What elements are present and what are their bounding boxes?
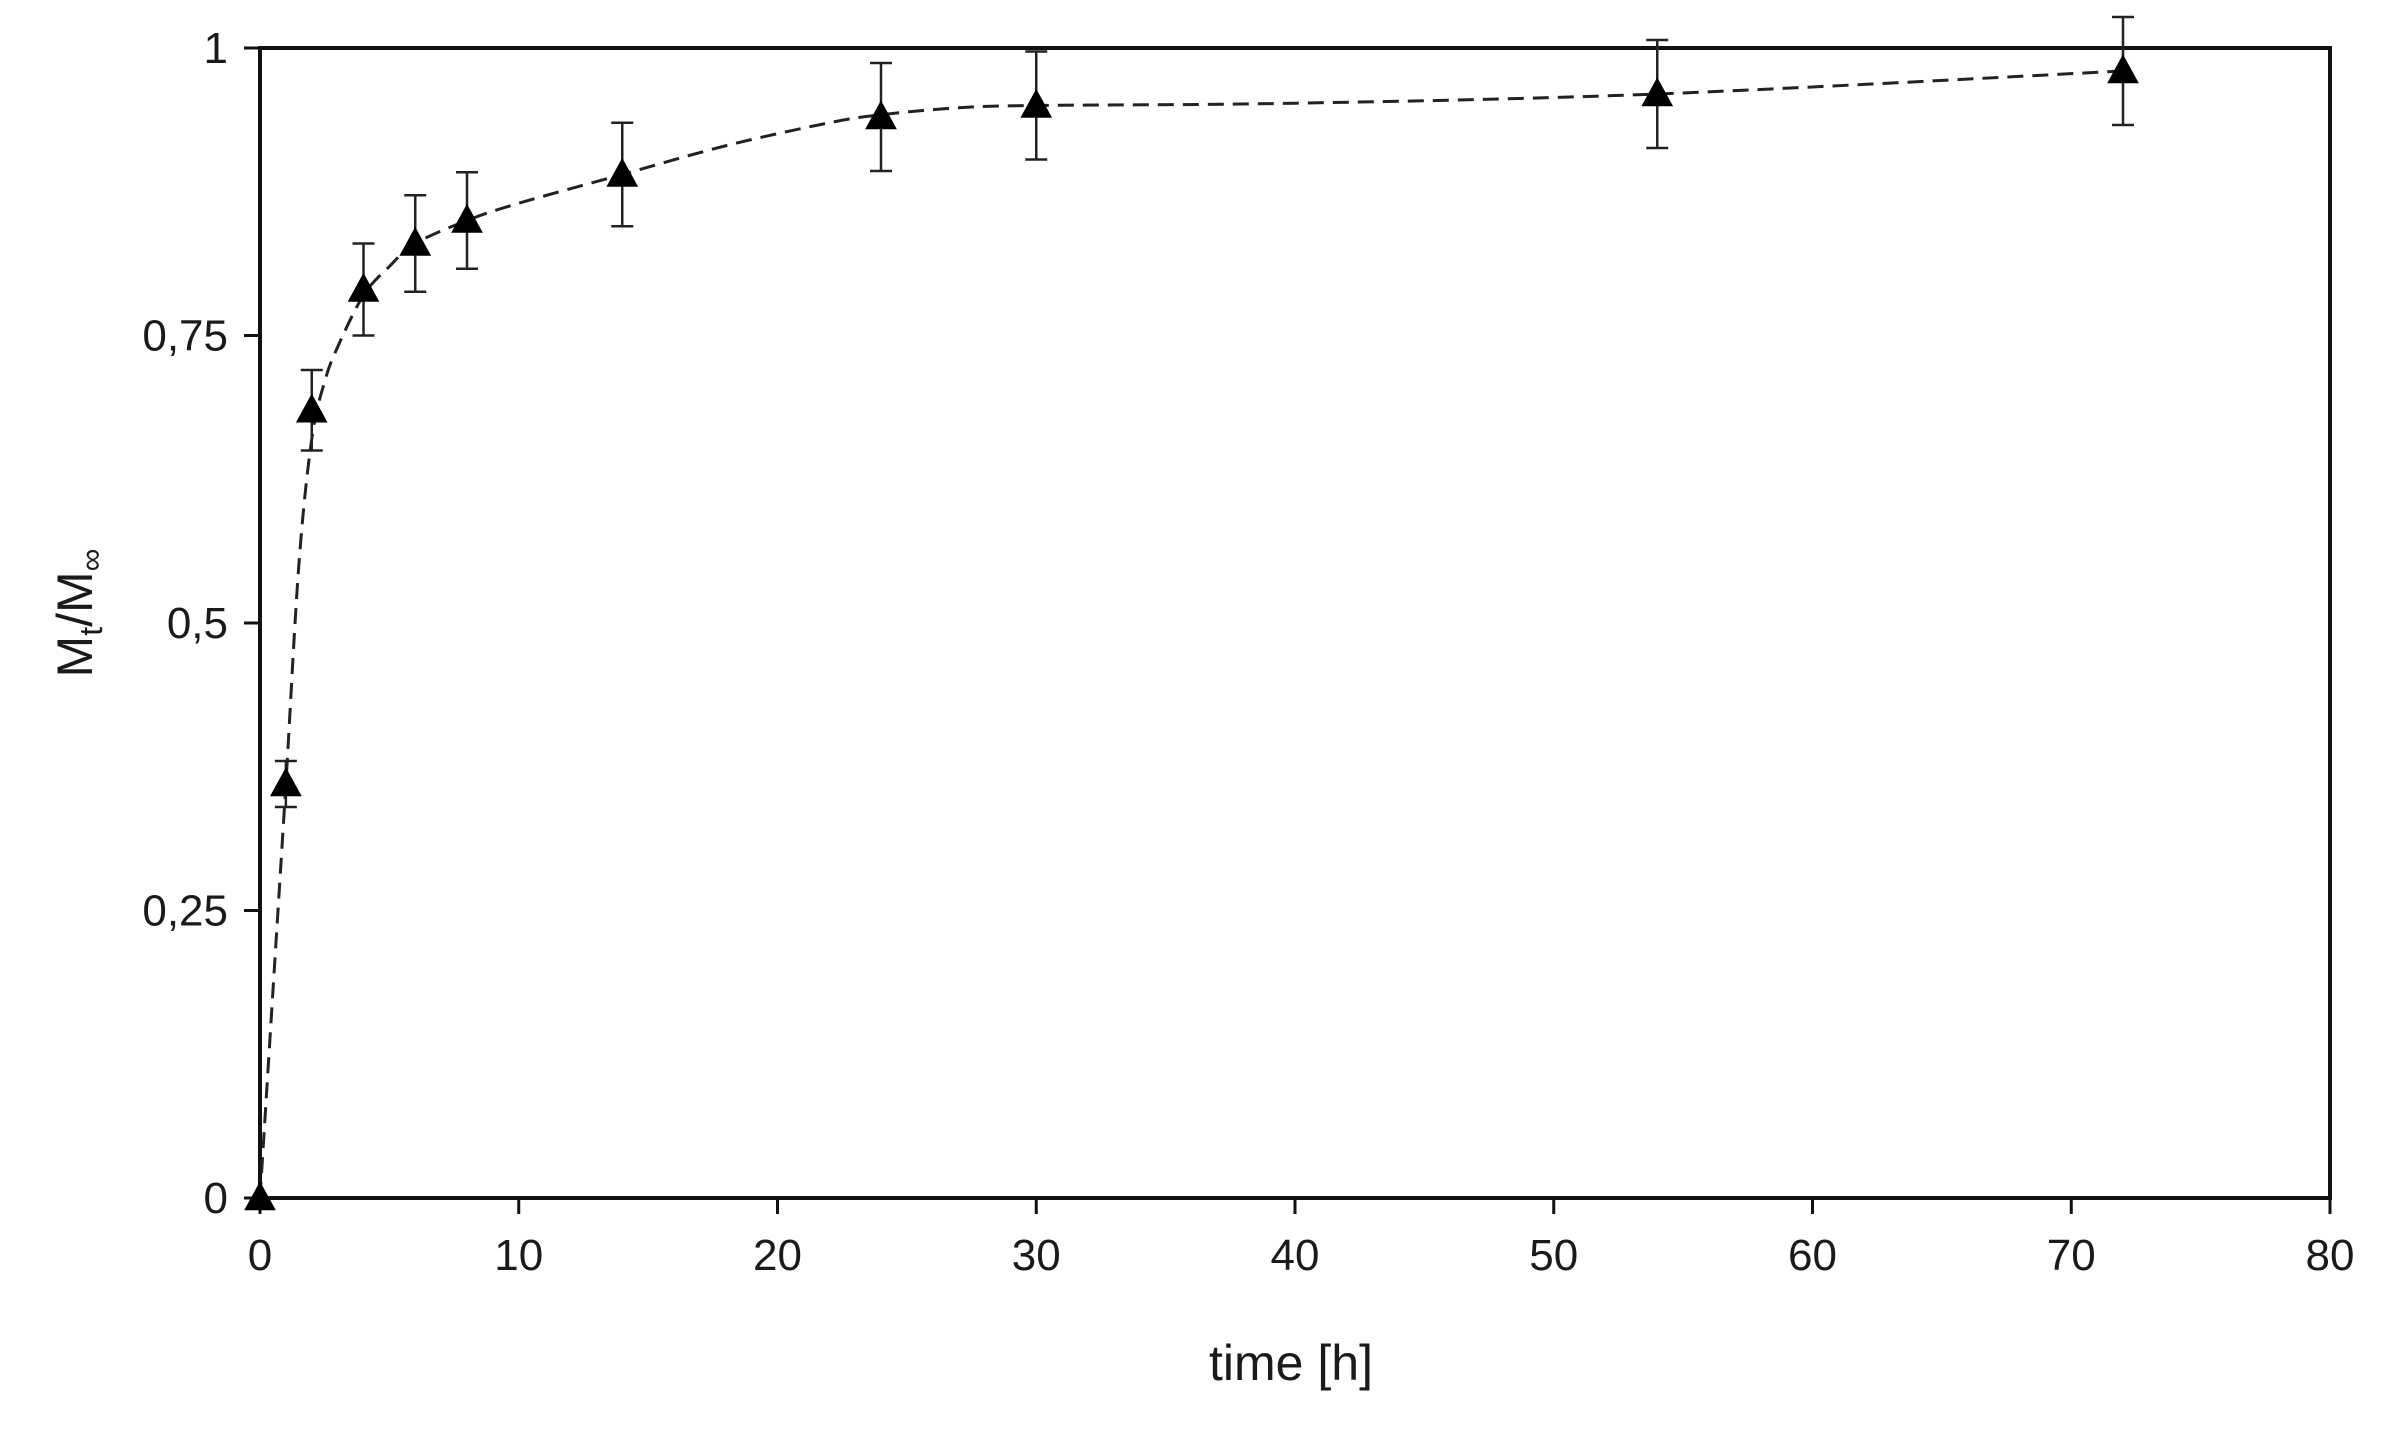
data-point	[1641, 77, 1674, 107]
y-axis-title: Mt/M∞	[47, 549, 109, 678]
y-axis-title-sub1: t	[73, 627, 109, 636]
x-axis-title: time [h]	[1209, 1335, 1373, 1391]
data-points	[244, 54, 2139, 1211]
x-tick-label: 30	[1012, 1231, 1061, 1280]
plot-frame	[258, 46, 2332, 1200]
y-axis-title-sub2: ∞	[73, 549, 109, 572]
y-tick-label: 0,75	[142, 312, 228, 361]
y-axis-title-sep: /M	[47, 571, 103, 627]
y-tick-label: 1	[204, 24, 228, 73]
y-axis-title-main: M	[47, 636, 103, 678]
x-tick-label: 70	[2047, 1231, 2096, 1280]
plot-border	[258, 46, 2332, 1200]
data-point	[1020, 88, 1053, 118]
data-point	[347, 272, 380, 302]
data-point	[244, 1181, 276, 1211]
x-tick-label: 0	[248, 1231, 272, 1280]
error-bars	[274, 15, 2134, 809]
data-point	[399, 226, 432, 256]
x-tick-label: 80	[2306, 1231, 2355, 1280]
y-tick-label: 0,5	[167, 599, 228, 648]
data-point	[270, 767, 302, 797]
data-point	[451, 203, 483, 233]
fit-line-group	[258, 69, 2124, 1199]
x-tick-label: 50	[1529, 1231, 1578, 1280]
y-tick-label: 0	[204, 1174, 228, 1223]
x-axis: 0 10 20 30 40 50 60 70 80	[248, 1198, 2355, 1280]
data-point	[606, 157, 639, 187]
data-point	[2107, 54, 2139, 84]
x-tick-label: 40	[1271, 1231, 1320, 1280]
fit-line	[258, 69, 2124, 1199]
data-point	[865, 100, 897, 130]
y-tick-label: 0,25	[142, 887, 228, 936]
x-tick-label: 10	[494, 1231, 543, 1280]
x-tick-label: 60	[1788, 1231, 1837, 1280]
x-tick-label: 20	[753, 1231, 802, 1280]
data-point	[295, 393, 328, 423]
y-axis: 0 0,25 0,5 0,75 1	[142, 24, 260, 1223]
